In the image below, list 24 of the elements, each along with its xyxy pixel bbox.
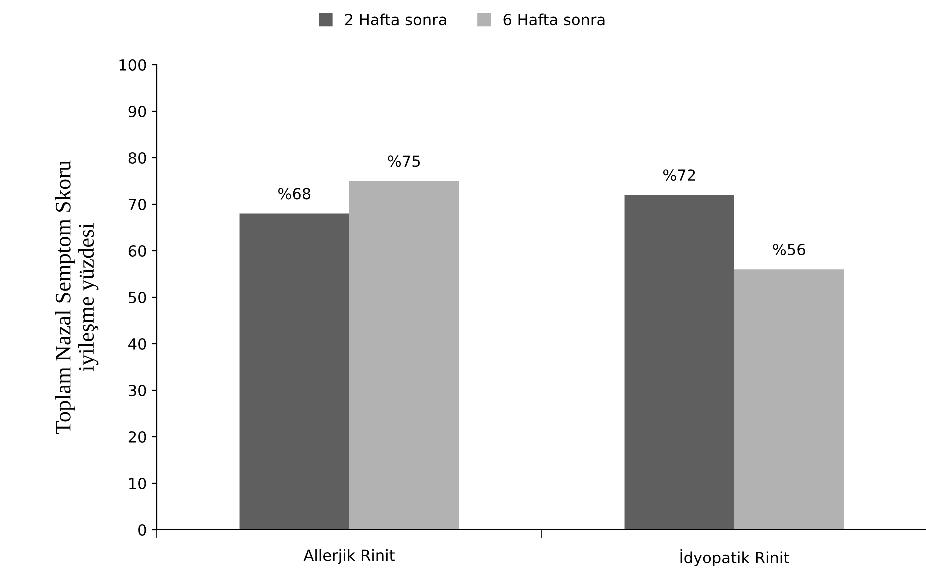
bar — [734, 270, 844, 530]
x-tick-label: İdyopatik Rinit — [680, 549, 790, 567]
y-tick-label: 30 — [129, 384, 146, 397]
legend-label: 6 Hafta sonra — [504, 14, 605, 26]
bar — [350, 181, 460, 530]
data-label: %72 — [664, 170, 696, 182]
y-axis-title: Toplam Nazal Semptom Skoru iyileşme yüzdesi — [55, 160, 99, 434]
data-label: %68 — [278, 188, 311, 200]
x-tick-label: Allerjik Rinit — [304, 549, 395, 564]
y-tick-label: 60 — [128, 245, 146, 258]
y-tick-label: 70 — [129, 198, 146, 211]
y-tick-label: 80 — [128, 152, 146, 164]
data-label: %75 — [388, 156, 420, 168]
bar — [240, 214, 350, 530]
y-tick-label: 100 — [120, 59, 146, 72]
y-tick-label: 10 — [130, 478, 146, 490]
y-tick-label: 90 — [128, 106, 146, 118]
legend-label: 2 Hafta sonra — [345, 14, 446, 26]
y-tick-label: 20 — [128, 431, 146, 444]
data-label: %56 — [773, 244, 806, 256]
y-tick-label: 50 — [129, 292, 146, 304]
y-tick-label: 0 — [138, 524, 146, 536]
bar — [624, 195, 734, 530]
y-tick-label: 40 — [128, 338, 146, 350]
